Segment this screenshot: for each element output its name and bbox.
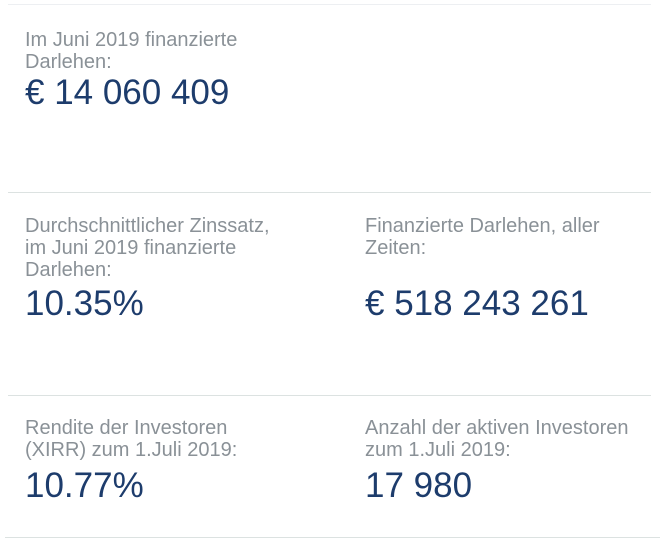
- stat-section-funded-june: Im Juni 2019 finanzierte Darlehen: € 14 …: [0, 5, 660, 192]
- stat-value-active-investors: 17 980: [365, 466, 473, 505]
- stat-label-area: Durchschnittlicher Zinssatz, im Juni 201…: [25, 215, 365, 284]
- stat-card-funded-june: Im Juni 2019 finanzierte Darlehen: € 14 …: [25, 29, 660, 113]
- divider: [8, 192, 651, 193]
- stat-label-avg-interest: Durchschnittlicher Zinssatz, im Juni 201…: [25, 215, 270, 281]
- stat-section-middle: Durchschnittlicher Zinssatz, im Juni 201…: [0, 193, 660, 395]
- stat-card-investor-return: Rendite der Investoren (XIRR) zum 1.Juli…: [25, 417, 365, 506]
- statistics-panel: Im Juni 2019 finanzierte Darlehen: € 14 …: [0, 4, 660, 547]
- stat-label-investor-return: Rendite der Investoren (XIRR) zum 1.Juli…: [25, 417, 238, 461]
- stat-label-funded-june: Im Juni 2019 finanzierte Darlehen:: [25, 29, 238, 73]
- divider: [8, 395, 651, 396]
- stat-label-area: Anzahl der aktiven Investoren zum 1.Juli…: [365, 417, 660, 466]
- stat-value-avg-interest: 10.35%: [25, 284, 144, 323]
- stat-section-bottom: Rendite der Investoren (XIRR) zum 1.Juli…: [0, 396, 660, 537]
- stat-card-active-investors: Anzahl der aktiven Investoren zum 1.Juli…: [365, 417, 660, 506]
- stat-label-area: Finanzierte Darlehen, aller Zeiten:: [365, 215, 660, 284]
- stat-label-funded-all-time: Finanzierte Darlehen, aller Zeiten:: [365, 215, 600, 259]
- stat-label-area: Rendite der Investoren (XIRR) zum 1.Juli…: [25, 417, 365, 466]
- divider: [5, 537, 660, 538]
- stat-label-active-investors: Anzahl der aktiven Investoren zum 1.Juli…: [365, 417, 629, 461]
- stat-card-funded-all-time: Finanzierte Darlehen, aller Zeiten: € 51…: [365, 215, 660, 324]
- stat-value-investor-return: 10.77%: [25, 466, 144, 505]
- stat-value-funded-june: € 14 060 409: [25, 73, 230, 112]
- stat-card-avg-interest: Durchschnittlicher Zinssatz, im Juni 201…: [25, 215, 365, 324]
- stat-value-funded-all-time: € 518 243 261: [365, 284, 589, 323]
- divider: [8, 4, 651, 5]
